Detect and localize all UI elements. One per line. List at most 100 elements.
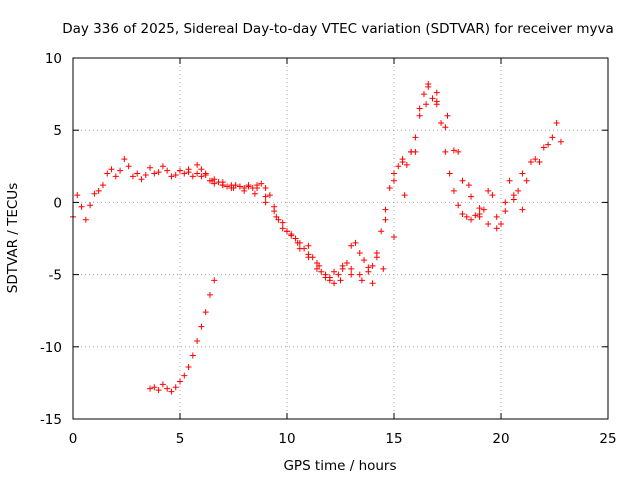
- data-point: [361, 257, 368, 264]
- data-point: [425, 80, 432, 87]
- data-point: [224, 183, 231, 190]
- data-point: [459, 210, 466, 217]
- data-point: [450, 147, 457, 154]
- data-point: [206, 291, 213, 298]
- data-point: [356, 271, 363, 278]
- data-point: [476, 205, 483, 212]
- x-tick-label: 20: [492, 431, 509, 447]
- x-tick-label: 0: [69, 431, 78, 447]
- data-point: [450, 187, 457, 194]
- y-tick-label: 10: [45, 51, 62, 67]
- data-point: [549, 134, 556, 141]
- data-point: [358, 277, 365, 284]
- x-axis-label: GPS time / hours: [283, 458, 396, 474]
- data-point: [254, 184, 261, 191]
- data-point: [382, 206, 389, 213]
- data-point: [151, 384, 158, 391]
- data-point: [348, 271, 355, 278]
- data-point: [352, 239, 359, 246]
- data-point: [185, 166, 192, 173]
- data-point: [305, 251, 312, 258]
- data-point: [489, 192, 496, 199]
- data-point: [502, 208, 509, 215]
- data-point: [198, 323, 205, 330]
- data-point: [532, 156, 539, 163]
- data-point: [468, 216, 475, 223]
- data-point: [279, 225, 286, 232]
- data-point: [399, 158, 406, 165]
- data-point: [108, 166, 115, 173]
- data-point: [117, 167, 124, 174]
- data-point: [189, 352, 196, 359]
- x-tick-label: 15: [385, 431, 402, 447]
- data-point: [168, 173, 175, 180]
- data-point: [202, 170, 209, 177]
- data-point: [78, 203, 85, 210]
- data-point: [185, 364, 192, 371]
- data-point: [288, 231, 295, 238]
- y-tick-label: -10: [40, 340, 62, 356]
- data-point: [142, 171, 149, 178]
- data-point: [442, 148, 449, 155]
- data-point: [331, 280, 338, 287]
- data-point: [356, 249, 363, 256]
- data-point: [380, 265, 387, 272]
- data-point: [493, 213, 500, 220]
- data-point: [82, 216, 89, 223]
- data-point: [181, 372, 188, 379]
- data-point: [121, 156, 128, 163]
- data-point: [446, 170, 453, 177]
- data-point: [459, 177, 466, 184]
- data-point: [138, 176, 145, 183]
- data-point: [251, 190, 258, 197]
- data-point: [433, 89, 440, 96]
- data-point: [519, 170, 526, 177]
- data-point: [395, 163, 402, 170]
- data-point: [258, 180, 265, 187]
- data-point: [412, 148, 419, 155]
- data-point: [172, 171, 179, 178]
- data-point: [168, 388, 175, 395]
- data-point: [198, 173, 205, 180]
- data-point: [151, 170, 158, 177]
- data-point: [369, 262, 376, 269]
- data-point: [420, 91, 427, 98]
- data-point: [433, 98, 440, 105]
- data-points: [70, 80, 564, 395]
- data-point: [155, 169, 162, 176]
- data-point: [159, 381, 166, 388]
- data-point: [348, 265, 355, 272]
- data-point: [95, 187, 102, 194]
- data-point: [429, 95, 436, 102]
- data-point: [540, 144, 547, 151]
- data-point: [493, 225, 500, 232]
- data-point: [369, 280, 376, 287]
- data-point: [198, 166, 205, 173]
- y-tick-label: -15: [40, 412, 62, 428]
- data-point: [515, 187, 522, 194]
- data-point: [485, 187, 492, 194]
- x-tick-label: 10: [278, 431, 295, 447]
- data-point: [510, 196, 517, 203]
- data-point: [236, 183, 243, 190]
- data-point: [294, 239, 301, 246]
- data-point: [219, 182, 226, 189]
- x-tick-label: 5: [176, 431, 185, 447]
- data-point: [316, 262, 323, 269]
- data-point: [519, 206, 526, 213]
- data-point: [74, 192, 81, 199]
- data-point: [279, 219, 286, 226]
- grid: [73, 58, 608, 419]
- data-point: [463, 213, 470, 220]
- data-point: [502, 199, 509, 206]
- data-point: [194, 338, 201, 345]
- axis-ticks: 0 5 10 15 20 25 -15 -10 -5 0 5 10: [40, 51, 617, 447]
- data-point: [164, 167, 171, 174]
- data-point: [112, 173, 119, 180]
- data-point: [91, 190, 98, 197]
- data-point: [164, 385, 171, 392]
- data-point: [465, 182, 472, 189]
- data-point: [348, 242, 355, 249]
- data-point: [262, 184, 269, 191]
